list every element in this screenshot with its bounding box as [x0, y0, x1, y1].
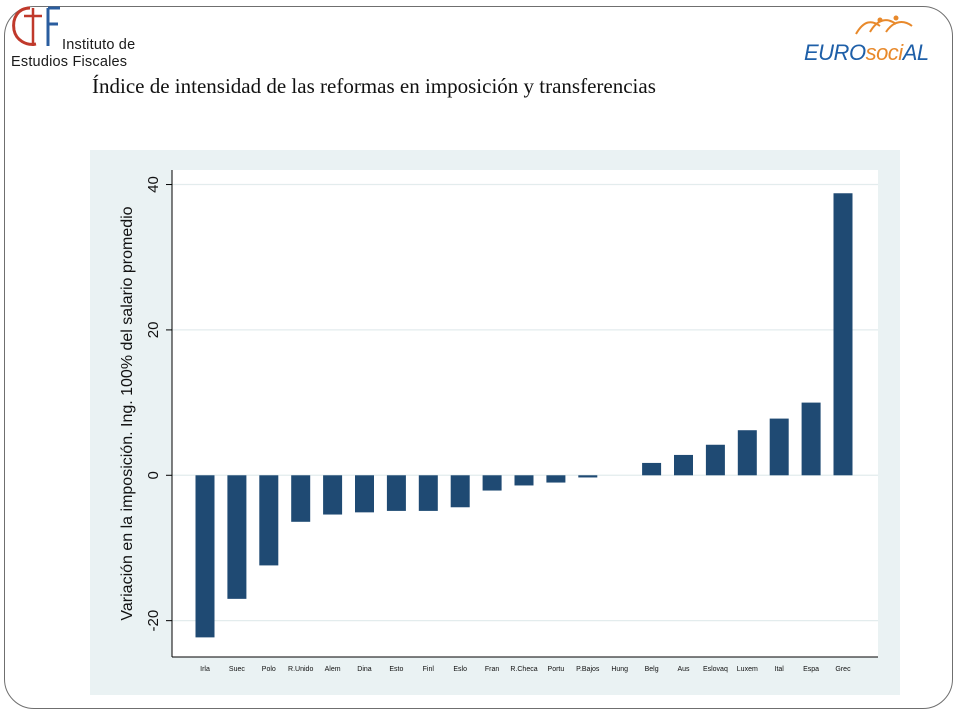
x-tick-label: Suec	[229, 666, 245, 673]
bar-espa	[801, 402, 821, 476]
chart-panel: -20 0 20 40 Variación en la imposición. Ing.…	[90, 150, 900, 695]
x-tick-label: Ital	[775, 666, 785, 673]
x-tick-label: Aus	[677, 666, 690, 673]
x-tick-label: Eslovaq	[703, 666, 728, 673]
bar-polo	[259, 475, 279, 566]
y-tick-label: -20	[145, 610, 162, 632]
x-tick-label: Dina	[357, 666, 372, 673]
x-tick-label: Grec	[835, 666, 851, 673]
y-tick-label: 20	[145, 322, 162, 339]
ief-logo-line1: Instituto de	[62, 37, 136, 53]
x-tick-label: Alem	[325, 666, 341, 673]
bar-portu	[546, 475, 566, 483]
x-tick-label: Luxem	[737, 666, 758, 673]
eurosocial-part3: AL	[902, 40, 929, 65]
x-tick-label: Irla	[200, 666, 210, 673]
x-tick-label: Eslo	[453, 666, 467, 673]
bar-eslovaq	[705, 444, 725, 476]
eurosocial-wordmark: EUROsociAL	[804, 40, 929, 66]
y-tick-label: 0	[145, 471, 162, 479]
bar-grec	[833, 193, 853, 476]
bar-esto	[386, 475, 406, 511]
x-tick-label: Esto	[389, 666, 403, 673]
bar-r-unido	[291, 475, 311, 522]
bar-aus	[674, 454, 693, 476]
ief-logo-line2: Estudios Fiscales	[11, 54, 128, 70]
bar-dina	[355, 475, 374, 513]
x-tick-label: Hung	[611, 666, 628, 673]
plot-area	[172, 170, 878, 657]
eurosocial-logo: EUROsociAL	[796, 10, 936, 70]
x-tick-label: Portu	[548, 666, 565, 673]
y-tick-label: 40	[145, 176, 162, 193]
x-tick-label: Espa	[803, 666, 819, 673]
x-tick-label: P.Bajos	[576, 666, 600, 673]
x-tick-label: Belg	[645, 666, 659, 673]
x-tick-label: Polo	[262, 666, 276, 673]
bar-ital	[769, 418, 789, 476]
instituto-estudios-fiscales-logo: Instituto de Estudios Fiscales	[8, 2, 168, 74]
bar-alem	[323, 475, 343, 515]
bar-eslo	[450, 475, 470, 508]
x-tick-label: R.Checa	[510, 666, 537, 673]
bar-chart: -20 0 20 40 Variación en la imposición. Ing.…	[119, 170, 878, 673]
slide-title: Índice de intensidad de las reformas en …	[92, 74, 656, 98]
ief-monogram-icon	[12, 6, 60, 46]
bar-belg	[642, 462, 662, 476]
bar-finl	[418, 475, 438, 511]
eurosocial-figures-icon	[855, 15, 913, 35]
y-axis-label: Variación en la imposición. Ing. 100% de…	[119, 206, 136, 620]
bar-r-checa	[514, 475, 534, 486]
x-tick-label: Fran	[485, 666, 500, 673]
eurosocial-part2: soci	[865, 40, 904, 65]
bar-p-bajos	[578, 475, 598, 478]
bar-luxem	[737, 430, 757, 476]
bar-suec	[227, 475, 247, 599]
x-tick-label: Finl	[423, 666, 435, 673]
bar-irla	[195, 475, 215, 638]
bar-fran	[482, 475, 502, 491]
x-tick-label: R.Unido	[288, 666, 313, 673]
eurosocial-part1: EURO	[804, 40, 866, 65]
